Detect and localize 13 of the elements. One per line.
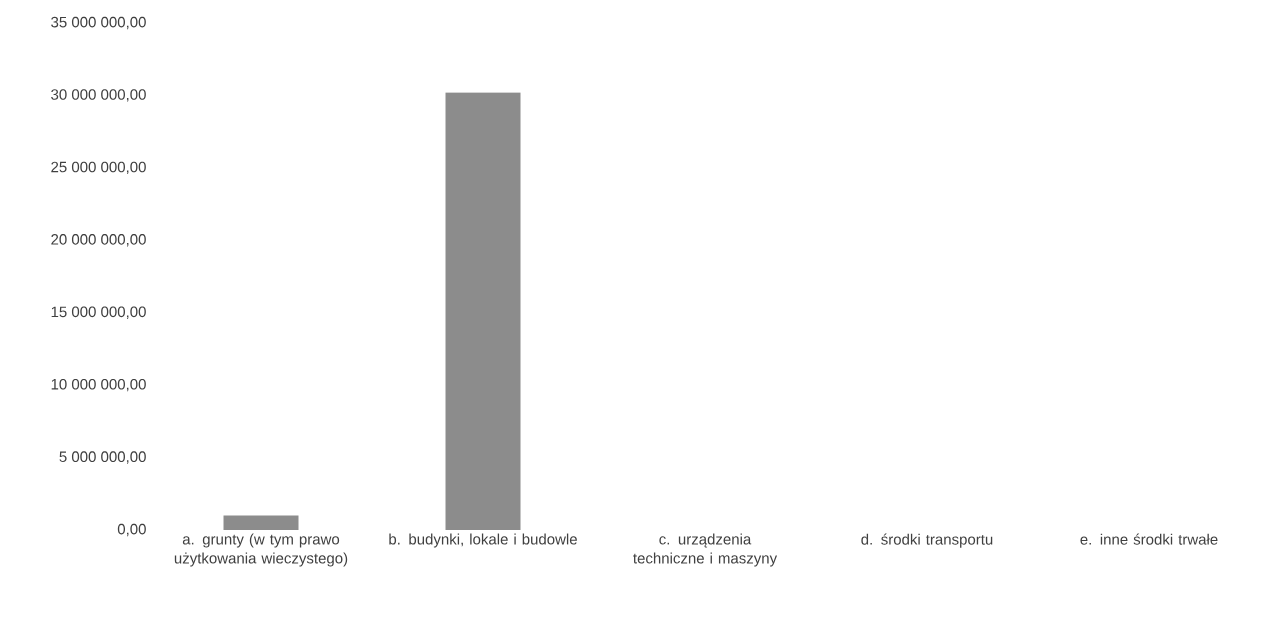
- x-tick-label: b. budynki, lokale i budowle: [389, 533, 577, 548]
- y-tick-label: 25 000 000,00: [51, 161, 146, 175]
- y-tick-label: 35 000 000,00: [51, 16, 146, 30]
- y-tick-label: 30 000 000,00: [51, 89, 146, 102]
- y-tick-label: 20 000 000,00: [51, 234, 146, 247]
- y-tick-label: 5 000 000,00: [59, 451, 146, 464]
- y-tick-label: 10 000 000,00: [51, 378, 146, 392]
- x-tick-label: d. środki transportu: [861, 533, 993, 548]
- y-tick-label: 15 000 000,00: [51, 306, 146, 319]
- x-tick-label: c. urządzenia techniczne i maszyny: [633, 533, 778, 567]
- y-tick-label: 0,00: [117, 523, 146, 537]
- x-tick-label: a. grunty (w tym prawo użytkowania wieczystego): [174, 533, 348, 567]
- x-tick-label: e. inne środki trwałe: [1080, 533, 1218, 545]
